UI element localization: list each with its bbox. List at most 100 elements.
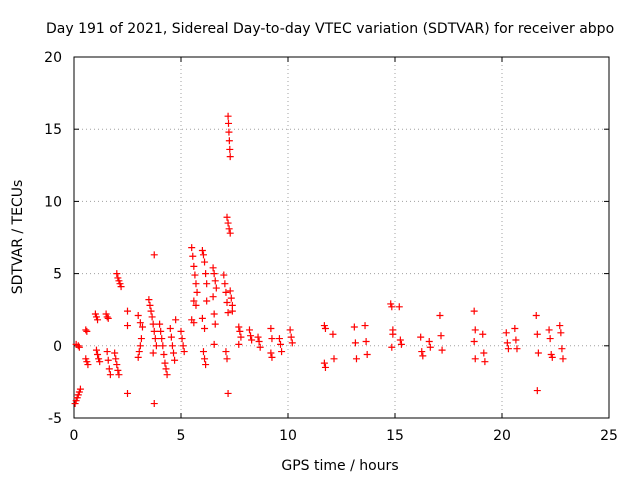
data-point-plus [211,277,219,285]
data-point-plus [361,322,369,330]
data-point-plus [533,330,541,338]
data-point-plus [288,339,296,347]
data-point-plus [267,324,275,332]
data-point-plus [209,264,217,272]
data-point-plus [179,342,187,350]
data-point-plus [162,365,170,373]
data-point-plus [114,366,122,374]
data-point-plus [163,371,171,379]
data-point-plus [247,332,255,340]
data-point-plus [157,327,165,335]
y-tick-label: 0 [53,339,62,355]
data-point-plus [224,219,232,227]
data-point-plus [188,244,196,252]
data-point-plus [115,371,123,379]
data-point-plus [236,327,244,335]
data-point-plus [189,252,197,260]
data-point-plus [471,326,479,334]
data-point-plus [152,342,160,350]
data-point-plus [209,293,217,301]
data-point-plus [534,349,542,357]
data-point-plus [94,316,102,324]
data-point-plus [226,145,234,153]
data-point-plus [201,355,209,363]
data-point-plus [545,326,553,334]
data-point-plus [480,349,488,357]
grid-lines [74,57,609,418]
data-point-plus [177,327,185,335]
data-point-plus [203,280,211,288]
data-point-plus [170,349,178,357]
data-point-plus [191,271,199,279]
data-point-plus [226,153,234,161]
data-point-plus [199,251,207,259]
data-point-plus [167,333,175,341]
data-point-plus [106,371,114,379]
data-point-plus [226,287,234,295]
x-tick-label: 0 [70,428,79,444]
data-point-plus [103,313,111,321]
data-point-plus [75,343,83,351]
data-point-plus [220,271,228,279]
data-point-plus [224,389,232,397]
data-point-plus [228,307,236,315]
data-point-plus [512,336,520,344]
data-point-plus [438,346,446,354]
data-point-plus [150,251,158,259]
y-tick-label: 15 [44,122,62,138]
data-point-plus [180,348,188,356]
data-point-plus [426,343,434,351]
plot-frame [73,56,610,419]
axis-ticks: 0 5 10 15 20 25 -5 0 5 10 15 20 [44,50,618,444]
data-point-plus [235,323,243,331]
data-point-plus [278,348,286,356]
data-point-plus [275,335,283,343]
data-point-plus [225,128,233,136]
data-point-plus [104,314,112,322]
data-point-plus [363,350,371,358]
data-point-plus [470,307,478,315]
data-point-plus [159,342,167,350]
data-point-plus [227,294,235,302]
data-point-plus [254,333,262,341]
data-point-plus [151,335,159,343]
data-point-plus [113,270,121,278]
data-point-plus [156,320,164,328]
data-point-plus [105,365,113,373]
data-point-plus [202,270,210,278]
data-point-plus [225,225,233,233]
data-point-plus [82,326,90,334]
y-tick-label: 10 [44,194,62,210]
data-point-plus [532,311,540,319]
data-points [71,112,567,408]
data-point-plus [558,345,566,353]
data-point-plus [134,311,142,319]
data-point-plus [321,363,329,371]
data-point-plus [74,342,82,350]
data-point-plus [160,350,168,358]
data-point-plus [556,322,564,330]
data-point-plus [320,359,328,367]
data-point-plus [417,333,425,341]
data-point-plus [389,330,397,338]
data-point-plus [199,348,207,356]
data-point-plus [111,349,119,357]
data-point-plus [178,335,186,343]
data-point-plus [481,358,489,366]
data-point-plus [286,326,294,334]
data-point-plus [112,355,120,363]
data-point-plus [211,320,219,328]
data-point-plus [268,353,276,361]
data-point-plus [212,284,220,292]
data-point-plus [134,353,142,361]
data-point-plus [136,342,144,350]
data-point-plus [192,301,200,309]
data-point-plus [237,333,245,341]
x-axis-label: GPS time / hours [281,458,398,474]
data-point-plus [149,320,157,328]
data-point-plus [124,307,131,315]
data-point-plus [150,400,158,408]
data-point-plus [148,313,156,321]
data-point-plus [395,303,403,311]
